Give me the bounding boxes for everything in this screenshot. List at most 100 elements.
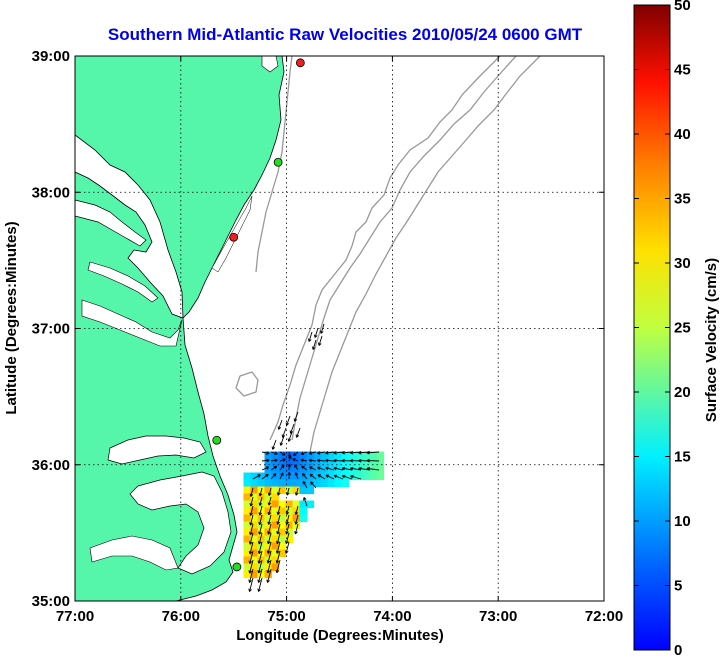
velocity-arrowhead bbox=[277, 492, 281, 496]
velocity-cell bbox=[271, 458, 280, 467]
velocity-arrow bbox=[250, 496, 254, 507]
velocity-arrow bbox=[333, 467, 344, 471]
velocity-arrow bbox=[295, 505, 299, 515]
velocity-cell bbox=[369, 472, 378, 481]
velocity-cell bbox=[243, 514, 252, 523]
velocity-cell bbox=[334, 479, 343, 488]
velocity-cell bbox=[264, 451, 273, 460]
velocity-arrow bbox=[325, 474, 335, 480]
velocity-arrow bbox=[258, 541, 263, 554]
velocity-cell bbox=[278, 472, 287, 481]
velocity-arrowhead bbox=[288, 455, 291, 459]
velocity-cell bbox=[362, 458, 371, 467]
velocity-arrow bbox=[350, 475, 362, 480]
y-tick-label: 38:00 bbox=[32, 184, 70, 201]
velocity-cell bbox=[306, 472, 315, 481]
velocity-arrowhead bbox=[268, 521, 271, 525]
velocity-cell bbox=[243, 493, 252, 502]
velocity-arrowhead bbox=[274, 451, 278, 455]
velocity-arrowhead bbox=[266, 458, 270, 461]
delaware-bay bbox=[261, 56, 279, 73]
velocity-cell bbox=[306, 486, 315, 495]
y-tick-label: 37:00 bbox=[32, 321, 70, 338]
velocity-cell bbox=[264, 507, 273, 516]
velocity-arrowhead bbox=[358, 467, 362, 471]
velocity-arrowhead bbox=[267, 560, 271, 564]
velocity-arrow bbox=[267, 559, 272, 573]
velocity-cell bbox=[250, 507, 259, 516]
velocity-arrow bbox=[286, 514, 290, 525]
velocity-arrow bbox=[286, 415, 291, 426]
velocity-arrow bbox=[249, 532, 254, 545]
velocity-arrow bbox=[276, 550, 281, 564]
velocity-cell bbox=[271, 549, 280, 558]
velocity-arrow bbox=[325, 451, 335, 454]
velocity-cell bbox=[362, 451, 371, 460]
velocity-arrow bbox=[258, 568, 263, 583]
velocity-cell bbox=[257, 479, 266, 488]
velocity-arrow bbox=[366, 467, 380, 471]
velocity-arrowhead bbox=[258, 589, 261, 592]
velocity-arrow bbox=[259, 496, 263, 506]
velocity-cell bbox=[292, 514, 301, 523]
radar-station-marker bbox=[295, 58, 305, 68]
chesapeake-bay bbox=[75, 134, 184, 319]
velocity-arrowhead bbox=[287, 472, 290, 476]
velocity-cell bbox=[264, 465, 273, 474]
velocity-arrow bbox=[293, 451, 299, 456]
velocity-arrowhead bbox=[317, 452, 321, 455]
velocity-cell bbox=[243, 535, 252, 544]
x-tick-label: 76:00 bbox=[162, 608, 200, 625]
contour-loop bbox=[235, 371, 259, 397]
velocity-cell bbox=[271, 486, 280, 495]
velocity-cell bbox=[278, 458, 287, 467]
velocity-cell bbox=[264, 479, 273, 488]
velocity-arrow bbox=[249, 577, 254, 592]
velocity-arrow bbox=[279, 451, 286, 456]
velocity-cell bbox=[271, 493, 280, 502]
velocity-cell bbox=[285, 528, 294, 537]
velocity-cell bbox=[257, 535, 266, 544]
velocity-arrowhead bbox=[325, 474, 329, 478]
velocity-cell bbox=[376, 472, 385, 481]
velocity-arrowhead bbox=[259, 493, 263, 497]
velocity-cell bbox=[278, 542, 287, 551]
velocity-arrow bbox=[258, 550, 263, 564]
velocity-arrowhead bbox=[276, 560, 280, 564]
velocity-arrowhead bbox=[268, 512, 272, 516]
x-tick-label: 73:00 bbox=[479, 608, 517, 625]
velocity-arrowhead bbox=[317, 474, 320, 478]
velocity-arrowhead bbox=[281, 464, 285, 467]
velocity-arrow bbox=[294, 411, 299, 422]
velocity-cell bbox=[250, 472, 259, 481]
velocity-cell bbox=[278, 500, 287, 509]
velocity-cell bbox=[320, 458, 329, 467]
velocity-arrow bbox=[288, 431, 293, 442]
velocity-cell bbox=[306, 458, 315, 467]
colorbar-tick-label: 5 bbox=[674, 578, 682, 595]
velocity-arrow bbox=[300, 459, 308, 462]
velocity-arrowhead bbox=[294, 419, 298, 422]
velocity-cell bbox=[299, 465, 308, 474]
velocity-arrowhead bbox=[249, 541, 253, 545]
velocity-cell bbox=[278, 507, 287, 516]
velocity-arrow bbox=[318, 335, 323, 346]
radar-station-marker bbox=[273, 157, 283, 167]
neuse-river bbox=[89, 535, 179, 571]
velocity-arrow bbox=[286, 505, 290, 515]
velocity-arrow bbox=[295, 523, 299, 535]
velocity-arrowhead bbox=[250, 503, 254, 507]
velocity-cell bbox=[257, 556, 266, 565]
velocity-arrow bbox=[295, 487, 299, 496]
velocity-arrow bbox=[270, 451, 278, 455]
velocity-cell bbox=[341, 458, 350, 467]
velocity-arrow bbox=[249, 523, 254, 535]
velocity-cell bbox=[257, 507, 266, 516]
velocity-arrowhead bbox=[308, 453, 313, 455]
velocity-arrowhead bbox=[258, 541, 262, 545]
velocity-arrowhead bbox=[308, 339, 312, 342]
velocity-arrow bbox=[276, 559, 281, 573]
velocity-cell bbox=[271, 528, 280, 537]
colorbar-tick-label: 50 bbox=[674, 0, 691, 14]
velocity-arrow bbox=[267, 550, 272, 564]
